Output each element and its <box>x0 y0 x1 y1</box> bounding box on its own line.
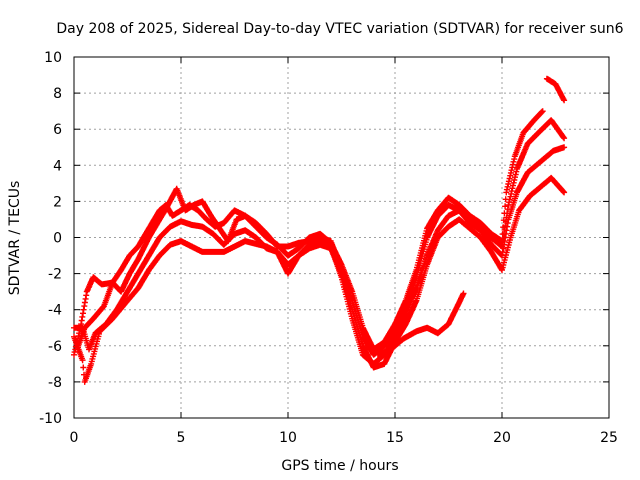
y-tick-label: 2 <box>53 194 62 210</box>
x-tick-label: 20 <box>493 430 511 446</box>
x-tick-label: 25 <box>600 430 618 446</box>
x-tick-label: 15 <box>386 430 404 446</box>
x-tick-label: 0 <box>70 430 79 446</box>
y-tick-label: 4 <box>53 158 62 174</box>
y-tick-label: 0 <box>53 231 62 247</box>
series-track-6 <box>543 75 568 104</box>
y-axis-label: SDTVAR / TECUs <box>7 181 23 296</box>
tick-labels: 0 5 10 15 20 25 -10 -8 -6 -4 -2 0 2 4 6 8 10 <box>39 50 618 446</box>
y-tick-label: -4 <box>48 303 62 319</box>
data-points <box>71 75 568 385</box>
x-tick-label: 10 <box>279 430 297 446</box>
y-tick-label: -6 <box>48 339 62 355</box>
x-axis-label: GPS time / hours <box>281 458 398 474</box>
series-track-5 <box>374 290 467 358</box>
series-markers <box>71 174 568 385</box>
x-tick-label: 5 <box>177 430 186 446</box>
chart-title: Day 208 of 2025, Sidereal Day-to-day VTE… <box>56 21 623 37</box>
series-markers <box>374 290 467 358</box>
series-markers <box>75 108 546 353</box>
series-markers <box>543 75 568 104</box>
series-track-4 <box>75 108 546 353</box>
y-tick-label: 8 <box>53 86 62 102</box>
y-tick-label: -8 <box>48 375 62 391</box>
y-tick-label: 10 <box>44 50 62 66</box>
y-tick-label: -10 <box>39 411 62 427</box>
y-tick-label: 6 <box>53 122 62 138</box>
series-track-1 <box>71 174 568 385</box>
ticks <box>73 56 610 419</box>
y-tick-label: -2 <box>48 267 62 283</box>
